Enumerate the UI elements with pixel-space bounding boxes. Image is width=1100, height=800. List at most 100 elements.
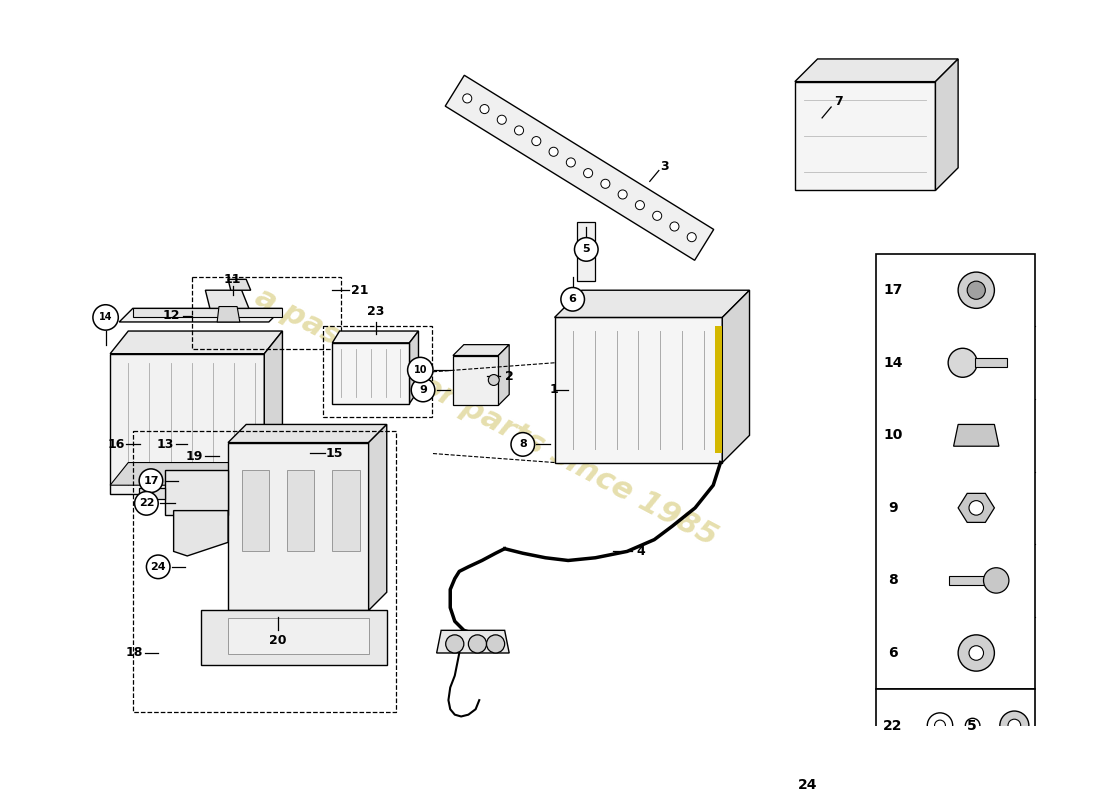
Polygon shape — [498, 345, 509, 406]
Text: 11: 11 — [223, 273, 241, 286]
Circle shape — [618, 190, 627, 199]
Text: 1: 1 — [549, 383, 558, 397]
Circle shape — [140, 469, 163, 493]
Polygon shape — [165, 470, 228, 515]
Text: 8: 8 — [519, 439, 527, 450]
Polygon shape — [958, 494, 994, 522]
Text: 5: 5 — [583, 245, 590, 254]
Polygon shape — [890, 782, 954, 800]
Circle shape — [497, 115, 506, 124]
Circle shape — [636, 201, 645, 210]
Circle shape — [1000, 711, 1028, 740]
Polygon shape — [578, 222, 595, 281]
Circle shape — [463, 94, 472, 103]
Circle shape — [1008, 719, 1021, 732]
Circle shape — [488, 374, 499, 386]
Polygon shape — [201, 610, 387, 665]
Circle shape — [958, 272, 994, 308]
Text: 20: 20 — [270, 634, 287, 646]
Text: 24: 24 — [798, 778, 817, 792]
Circle shape — [983, 568, 1009, 593]
Circle shape — [549, 147, 558, 156]
Text: 7: 7 — [834, 95, 843, 108]
Circle shape — [134, 491, 158, 515]
Polygon shape — [795, 82, 935, 190]
Circle shape — [146, 555, 170, 578]
Text: 14: 14 — [99, 313, 112, 322]
Bar — [133, 430, 396, 712]
Bar — [877, 254, 1035, 690]
Circle shape — [948, 348, 977, 378]
Text: 6: 6 — [569, 294, 576, 304]
Bar — [140, 488, 165, 499]
Circle shape — [408, 358, 433, 382]
Text: a passion for parts since 1985: a passion for parts since 1985 — [251, 282, 723, 552]
Text: 16: 16 — [108, 438, 125, 451]
Circle shape — [486, 635, 505, 653]
Circle shape — [806, 796, 828, 800]
Bar — [976, 358, 1008, 367]
Circle shape — [512, 433, 535, 456]
Circle shape — [688, 233, 696, 242]
Text: 14: 14 — [883, 356, 903, 370]
Bar — [323, 326, 432, 417]
Text: 21: 21 — [351, 284, 369, 297]
Polygon shape — [453, 345, 509, 355]
Text: 17: 17 — [883, 283, 902, 298]
Text: 24: 24 — [151, 562, 166, 572]
Circle shape — [927, 713, 953, 738]
Text: 10: 10 — [414, 365, 427, 375]
Circle shape — [469, 635, 486, 653]
Polygon shape — [554, 318, 723, 462]
Polygon shape — [206, 290, 249, 308]
Polygon shape — [133, 308, 283, 318]
Polygon shape — [217, 306, 240, 322]
Polygon shape — [795, 59, 958, 82]
Polygon shape — [228, 442, 368, 610]
Text: 3: 3 — [660, 160, 669, 174]
Circle shape — [574, 238, 598, 261]
Polygon shape — [110, 462, 283, 486]
Bar — [790, 771, 872, 800]
Circle shape — [652, 211, 662, 220]
Text: 19: 19 — [186, 450, 204, 462]
Polygon shape — [409, 331, 418, 403]
Polygon shape — [935, 59, 958, 190]
Polygon shape — [554, 290, 749, 318]
Text: 22: 22 — [883, 718, 903, 733]
Text: 23: 23 — [367, 306, 385, 318]
Text: 13: 13 — [157, 438, 174, 451]
Bar — [242, 470, 268, 551]
Circle shape — [584, 169, 593, 178]
Text: 6: 6 — [888, 646, 898, 660]
Circle shape — [515, 126, 524, 135]
Polygon shape — [332, 331, 418, 343]
Circle shape — [670, 222, 679, 231]
Bar — [949, 576, 994, 585]
Bar — [287, 470, 315, 551]
Text: 9: 9 — [419, 385, 427, 395]
Circle shape — [411, 378, 434, 402]
Polygon shape — [453, 355, 498, 406]
Bar — [715, 326, 723, 454]
Bar — [191, 277, 341, 349]
Circle shape — [480, 105, 490, 114]
Circle shape — [601, 179, 609, 188]
Circle shape — [969, 501, 983, 515]
Text: 17: 17 — [143, 476, 158, 486]
Polygon shape — [723, 290, 749, 462]
Text: 9: 9 — [888, 501, 898, 515]
Text: 5: 5 — [967, 718, 977, 733]
Bar — [877, 690, 1035, 762]
Text: 4: 4 — [636, 545, 645, 558]
Polygon shape — [264, 331, 283, 494]
Circle shape — [969, 646, 983, 660]
Text: 22: 22 — [139, 498, 154, 508]
Polygon shape — [332, 343, 409, 403]
Circle shape — [566, 158, 575, 167]
Bar — [228, 618, 368, 654]
Circle shape — [92, 305, 119, 330]
Polygon shape — [446, 75, 714, 260]
Polygon shape — [228, 279, 251, 290]
Text: 18: 18 — [125, 646, 143, 659]
